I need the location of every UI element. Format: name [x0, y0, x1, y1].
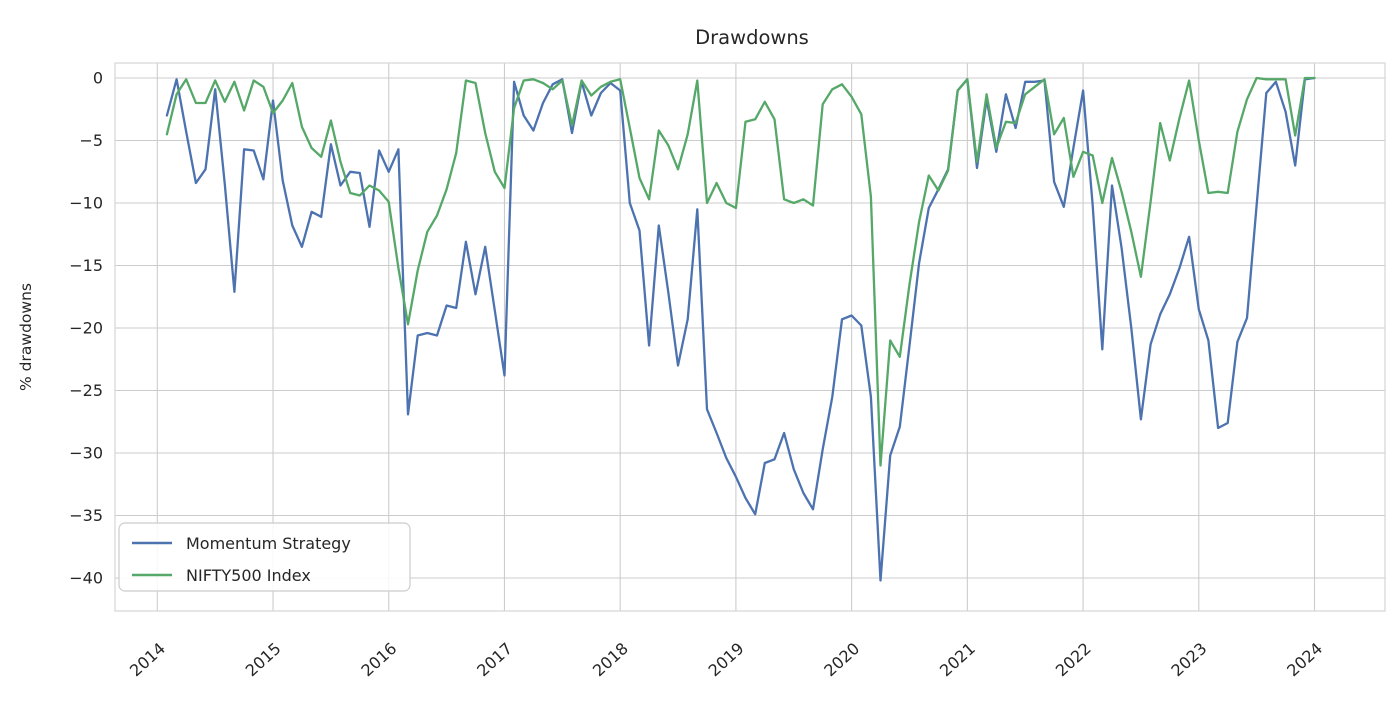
- series-line-momentum-strategy: [165, 76, 1316, 582]
- y-axis-ticks: 0 −5 −10 −15 −20 −25 −30 −35 −40: [69, 69, 103, 588]
- y-tick-label: −10: [69, 194, 103, 213]
- series-lines: [165, 76, 1316, 582]
- chart-title: Drawdowns: [695, 26, 809, 49]
- x-tick-label: 2016: [357, 639, 400, 680]
- legend-label-nifty500-index: NIFTY500 Index: [186, 566, 311, 585]
- y-axis-label: % drawdowns: [17, 283, 35, 391]
- y-tick-label: −5: [79, 131, 103, 150]
- plot-border: [114, 62, 1386, 612]
- legend: Momentum Strategy NIFTY500 Index: [118, 522, 411, 592]
- y-tick-label: 0: [93, 69, 103, 88]
- legend-box: [118, 522, 411, 592]
- y-tick-label: −25: [69, 381, 103, 400]
- x-tick-label: 2021: [936, 639, 979, 680]
- x-tick-label: 2023: [1168, 639, 1211, 680]
- x-tick-label: 2018: [589, 639, 632, 680]
- x-tick-label: 2017: [473, 639, 516, 680]
- x-tick-label: 2022: [1052, 639, 1095, 680]
- x-tick-label: 2019: [705, 639, 748, 680]
- y-tick-label: −15: [69, 256, 103, 275]
- x-tick-label: 2024: [1283, 639, 1326, 680]
- y-tick-label: −20: [69, 319, 103, 338]
- x-tick-label: 2014: [126, 639, 169, 680]
- y-tick-label: −35: [69, 506, 103, 525]
- plot-area: [115, 63, 1385, 611]
- x-tick-label: 2015: [242, 639, 285, 680]
- x-axis-ticks: 2014 2015 2016 2017 2018 2019 2020 2021 2022 2023…: [126, 639, 1326, 680]
- y-tick-label: −40: [69, 569, 103, 588]
- legend-label-momentum-strategy: Momentum Strategy: [186, 534, 351, 553]
- y-tick-label: −30: [69, 444, 103, 463]
- x-tick-label: 2020: [820, 639, 863, 680]
- series-line-nifty500-index: [165, 76, 1316, 467]
